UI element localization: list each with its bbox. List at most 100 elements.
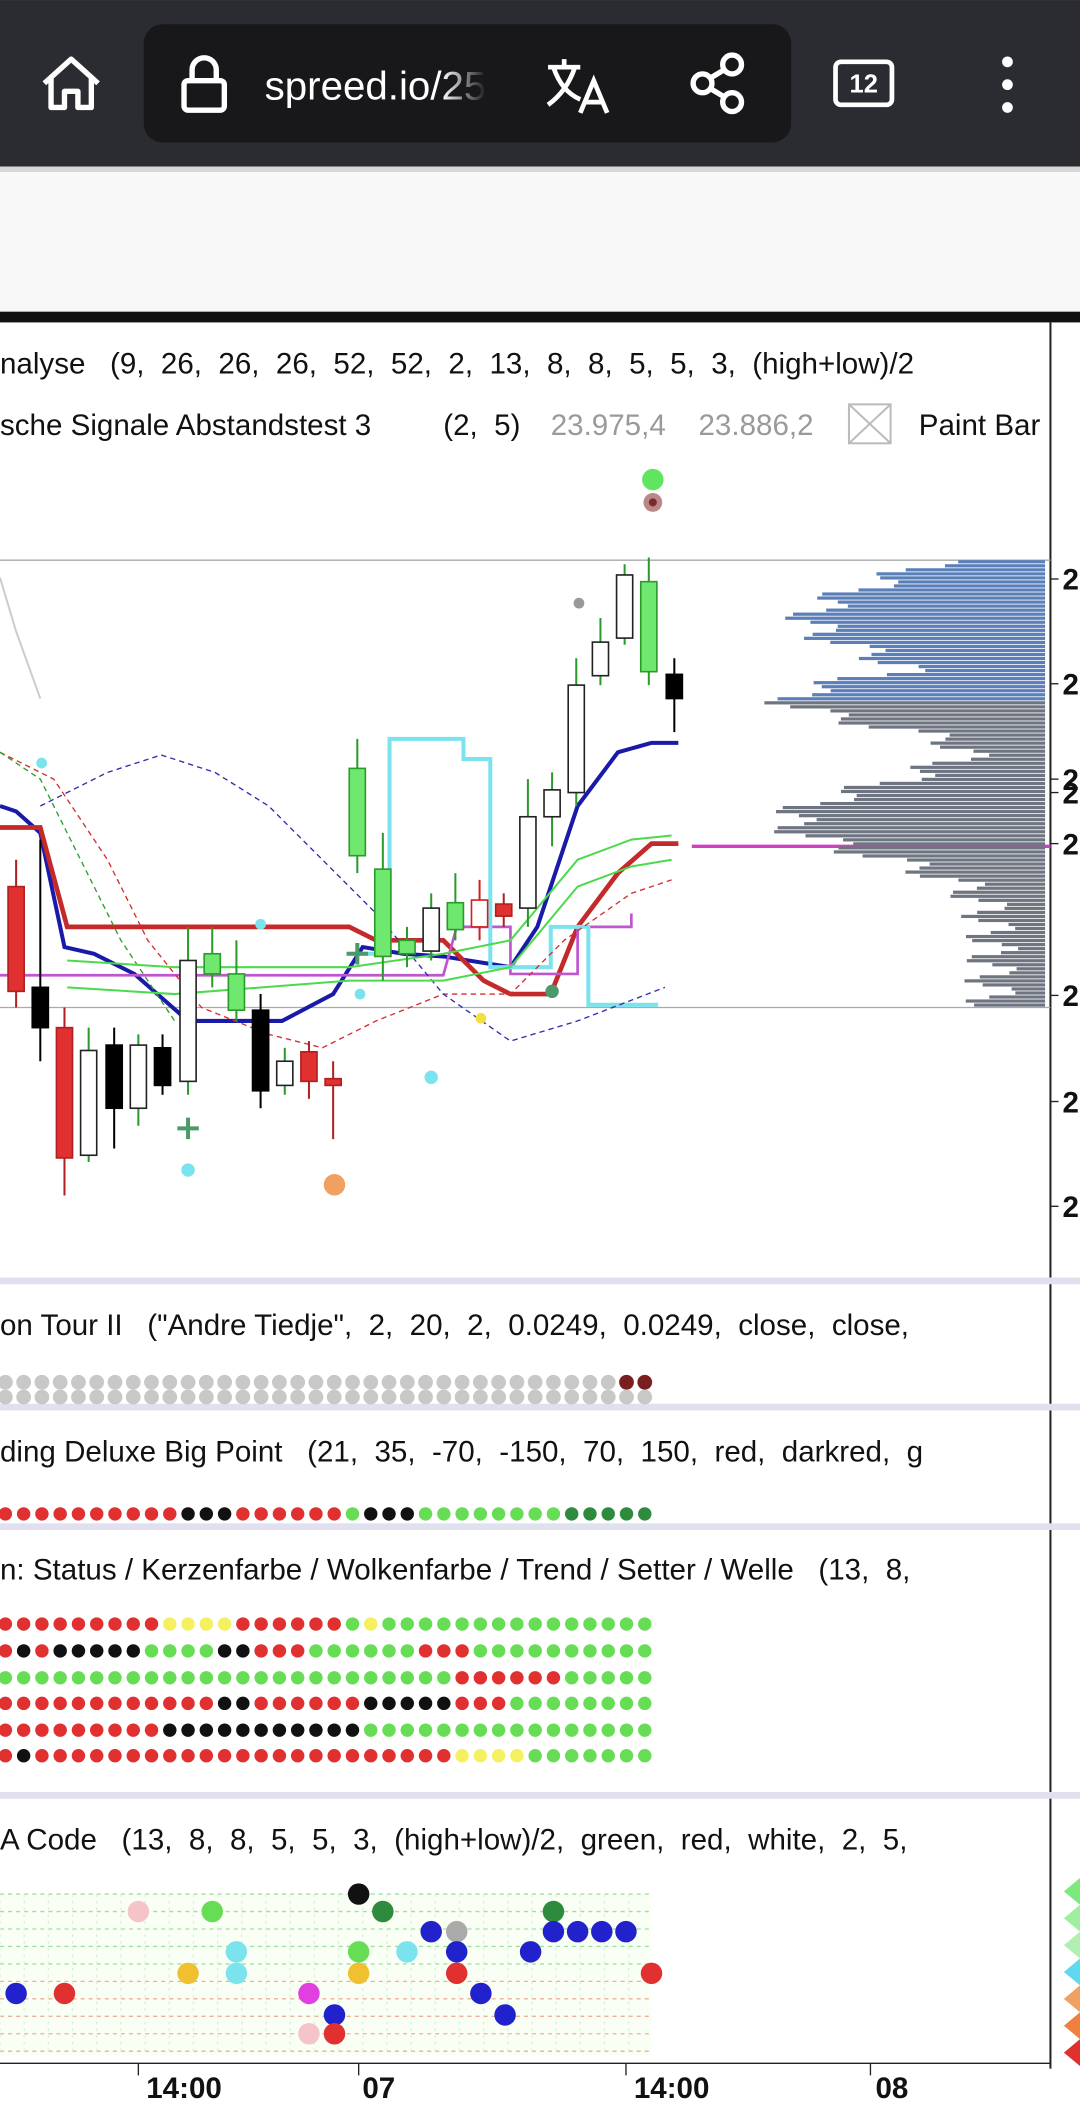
profile-bar xyxy=(843,838,1046,842)
signal-dot xyxy=(345,1696,360,1711)
signal-dot xyxy=(71,1671,86,1685)
profile-bar xyxy=(869,644,1046,649)
url-text[interactable]: spreed.io/25 xyxy=(265,63,487,108)
profile-bar xyxy=(764,701,1046,705)
signal-dot xyxy=(163,1617,177,1631)
signal-dot xyxy=(90,1671,104,1685)
signal-dot xyxy=(381,1374,397,1390)
translate-button[interactable] xyxy=(546,59,610,114)
profile-bar xyxy=(935,773,1046,777)
profile-bar xyxy=(950,894,1046,898)
signal-dot xyxy=(381,1389,397,1405)
candles xyxy=(7,557,684,1196)
signal-dot xyxy=(34,1389,50,1405)
signal-dot xyxy=(327,1671,341,1685)
signal-dot xyxy=(125,1389,141,1405)
signal-dot xyxy=(436,1389,452,1405)
indicator-title: n: Status / Kerzenfarbe / Wolkenfarbe / … xyxy=(0,1554,910,1587)
signal-dot xyxy=(16,1617,31,1631)
signal-dot xyxy=(455,1671,469,1685)
indicator-title: on Tour II ("Andre Tiedje", 2, 20, 2, 0.… xyxy=(0,1309,909,1342)
profile-bar xyxy=(945,737,1046,741)
signal-dot xyxy=(309,1644,323,1658)
profile-bar xyxy=(1007,902,1046,906)
signal-dot xyxy=(71,1748,86,1763)
checkbox[interactable] xyxy=(847,403,892,445)
signal-dot xyxy=(144,1748,159,1763)
panel-separators xyxy=(0,1277,1080,1799)
signal-dot xyxy=(108,1671,122,1685)
signal-dot xyxy=(326,1389,342,1405)
signal-dot xyxy=(236,1723,250,1737)
code-dot xyxy=(127,1900,150,1923)
signal-dot xyxy=(455,1696,469,1711)
profile-bar xyxy=(929,862,1046,866)
profile-bar xyxy=(905,568,1046,572)
profile-bar xyxy=(919,769,1046,773)
signal-dot xyxy=(638,1696,652,1711)
signal-dot xyxy=(0,1507,13,1521)
signal-dot xyxy=(473,1696,488,1711)
signal-dot xyxy=(290,1644,305,1658)
home-button[interactable] xyxy=(42,56,100,111)
profile-bar xyxy=(919,866,1046,870)
profile-bar xyxy=(826,608,1046,612)
signal-dot xyxy=(528,1671,542,1685)
signal-dot xyxy=(528,1748,542,1763)
profile-bar xyxy=(858,656,1046,661)
signal-dot xyxy=(290,1374,306,1390)
signal-title: sche Signale Abstandstest 3 xyxy=(0,409,371,442)
signal-dot xyxy=(345,1671,360,1685)
code-dot xyxy=(591,1920,613,1943)
profile-bar xyxy=(843,785,1046,790)
signal-dot xyxy=(382,1507,396,1521)
signal-dot xyxy=(309,1617,323,1631)
profile-bar xyxy=(958,560,1046,564)
signal-dot xyxy=(16,1723,31,1737)
profile-bar xyxy=(930,741,1046,745)
signal-dot xyxy=(510,1723,524,1737)
signal-value: 23.886,2 xyxy=(699,409,814,442)
signal-dot xyxy=(638,1671,652,1685)
signal-dot xyxy=(583,1671,597,1685)
share-button[interactable] xyxy=(690,52,745,115)
signal-dot xyxy=(345,1723,360,1737)
signal-dot xyxy=(89,1374,105,1390)
profile-bar xyxy=(877,660,1046,665)
signal-value: 23.975,4 xyxy=(551,409,666,442)
signal-dot xyxy=(290,1617,305,1631)
signal-dot xyxy=(473,1723,488,1737)
signal-dot xyxy=(272,1748,287,1763)
signal-dot xyxy=(510,1617,524,1631)
profile-bar xyxy=(885,648,1046,653)
signal-dot xyxy=(125,1374,141,1390)
signal-dot xyxy=(583,1617,597,1631)
signal-dot xyxy=(0,1644,13,1658)
signal-dot xyxy=(272,1723,287,1737)
signal-dot xyxy=(53,1671,67,1685)
signal-dot xyxy=(272,1671,287,1685)
signal-dot xyxy=(16,1644,31,1658)
signal-dot xyxy=(491,1389,507,1405)
profile-bar xyxy=(989,753,1046,757)
signal-dot xyxy=(290,1671,305,1685)
profile-bar xyxy=(822,592,1046,596)
tabs-button[interactable] xyxy=(833,59,895,108)
candle-body xyxy=(7,885,25,993)
signal-dot xyxy=(491,1671,506,1685)
signal-dot xyxy=(253,1374,269,1390)
code-dot xyxy=(323,2023,346,2045)
signal-dot xyxy=(0,1723,13,1737)
signal-dot xyxy=(236,1748,250,1763)
url-bar[interactable] xyxy=(143,24,792,143)
profile-bar xyxy=(777,826,1046,830)
signal-dot xyxy=(126,1696,140,1711)
menu-button[interactable] xyxy=(1002,56,1013,113)
signal-dot xyxy=(619,1696,634,1711)
signal-dot xyxy=(144,1696,159,1711)
signal-dot xyxy=(327,1507,341,1521)
signal-dot xyxy=(163,1644,177,1658)
candle-body xyxy=(251,1009,270,1092)
signal-dot xyxy=(254,1644,268,1658)
signal-dot xyxy=(217,1507,232,1521)
